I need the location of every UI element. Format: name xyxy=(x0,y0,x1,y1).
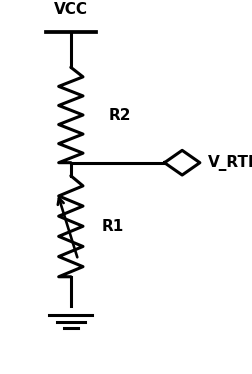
Text: V_RTH: V_RTH xyxy=(207,155,252,171)
Polygon shape xyxy=(164,150,199,175)
Text: VCC: VCC xyxy=(54,2,87,17)
Text: R1: R1 xyxy=(101,219,123,234)
Text: R2: R2 xyxy=(108,107,131,123)
